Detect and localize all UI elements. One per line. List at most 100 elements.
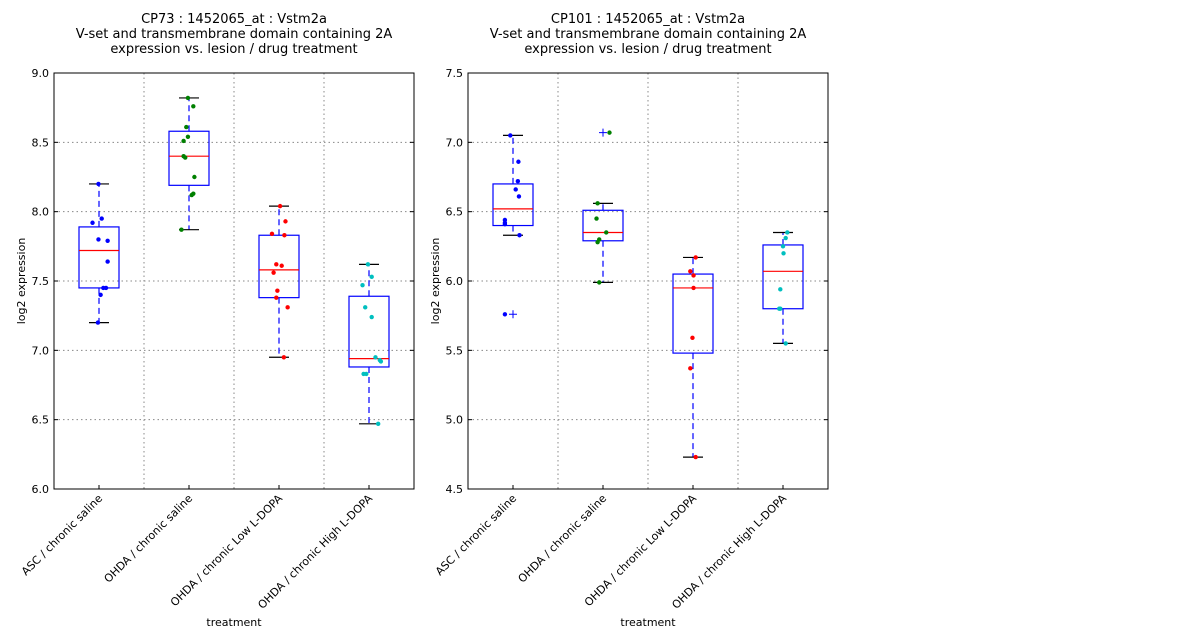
data-point: [283, 219, 288, 224]
data-point: [274, 295, 279, 300]
y-tick-label: 6.0: [446, 275, 464, 288]
data-point: [517, 233, 522, 238]
box-iqr: [258, 234, 300, 299]
data-point: [277, 203, 283, 209]
data-point: [691, 273, 696, 278]
chart-title-line: V-set and transmembrane domain containin…: [76, 27, 393, 42]
chart-title-line: CP73 : 1452065_at : Vstm2a: [141, 12, 327, 27]
data-point: [595, 201, 600, 206]
data-point: [279, 263, 284, 268]
data-point: [783, 235, 788, 241]
data-point: [184, 124, 189, 130]
data-point: [183, 155, 188, 160]
data-point: [360, 282, 365, 288]
data-point: [513, 187, 518, 192]
data-point: [191, 104, 196, 109]
y-tick-label: 7.0: [446, 136, 464, 149]
box-iqr: [168, 130, 210, 186]
box-group: [168, 97, 210, 231]
data-point: [185, 134, 191, 139]
data-point: [691, 285, 696, 291]
y-axis-label: log2 expression: [15, 238, 28, 325]
data-point: [271, 270, 276, 275]
box-iqr: [492, 183, 534, 227]
data-point: [364, 371, 369, 377]
box-iqr: [348, 295, 390, 368]
box-group: [78, 183, 120, 324]
data-point: [597, 280, 602, 285]
x-tick-label: ASC / chronic saline: [19, 492, 105, 578]
data-point: [690, 335, 695, 341]
y-tick-label: 9.0: [32, 67, 50, 80]
y-tick-label: 5.5: [446, 344, 464, 357]
data-point: [285, 305, 290, 310]
data-point: [274, 262, 279, 267]
chart-title-line: expression vs. lesion / drug treatment: [524, 42, 771, 57]
y-tick-label: 7.5: [446, 67, 464, 80]
data-point: [515, 178, 521, 184]
data-point: [607, 130, 612, 135]
y-tick-label: 6.0: [32, 483, 50, 496]
data-point: [179, 227, 184, 232]
data-point: [185, 95, 191, 101]
data-point: [275, 288, 280, 293]
data-point: [375, 421, 381, 427]
chart-title-line: V-set and transmembrane domain containin…: [490, 27, 807, 42]
data-point: [103, 285, 109, 291]
x-tick-label: OHDA / chronic saline: [102, 492, 196, 586]
data-point: [378, 359, 384, 364]
y-tick-label: 5.0: [446, 414, 464, 427]
box-group: [258, 205, 300, 358]
outlier-marker: [599, 128, 607, 137]
data-point: [778, 287, 783, 292]
data-point: [516, 194, 522, 199]
x-tick-label: ASC / chronic saline: [433, 492, 519, 578]
data-point: [693, 454, 698, 460]
data-point: [269, 231, 275, 237]
data-point: [369, 274, 374, 280]
x-axis-label: treatment: [206, 616, 262, 629]
data-point: [778, 306, 783, 311]
data-point: [783, 341, 788, 346]
data-point: [688, 269, 693, 274]
data-point: [281, 355, 287, 360]
data-point: [95, 320, 101, 325]
data-point: [781, 251, 786, 256]
box-group: [348, 263, 390, 425]
data-point: [192, 174, 197, 180]
box-iqr: [78, 226, 120, 289]
data-point: [181, 138, 186, 144]
y-tick-label: 7.0: [32, 344, 50, 357]
y-tick-label: 6.5: [32, 414, 50, 427]
box-iqr: [582, 209, 624, 242]
data-point: [693, 255, 698, 260]
data-point: [373, 355, 378, 360]
data-point: [369, 314, 374, 320]
data-point: [105, 259, 110, 264]
data-point: [508, 133, 513, 138]
data-point: [516, 159, 521, 164]
y-axis-label: log2 expression: [429, 238, 442, 325]
data-point: [780, 244, 786, 249]
data-point: [96, 181, 101, 187]
data-point: [105, 238, 110, 243]
y-tick-label: 8.5: [32, 136, 50, 149]
x-tick-label: OHDA / chronic saline: [516, 492, 610, 586]
data-point: [594, 216, 599, 221]
data-point: [502, 221, 508, 227]
data-point: [189, 192, 194, 198]
data-point: [604, 230, 609, 235]
chart-title-line: CP101 : 1452065_at : Vstm2a: [551, 12, 745, 27]
data-point: [99, 216, 104, 221]
y-tick-label: 7.5: [32, 275, 50, 288]
data-point: [502, 312, 508, 317]
box-group: [762, 231, 804, 344]
y-tick-label: 4.5: [446, 483, 464, 496]
outlier-marker: [509, 310, 517, 319]
data-point: [363, 305, 368, 310]
data-point: [785, 230, 790, 235]
data-point: [96, 237, 101, 242]
data-point: [365, 262, 371, 267]
